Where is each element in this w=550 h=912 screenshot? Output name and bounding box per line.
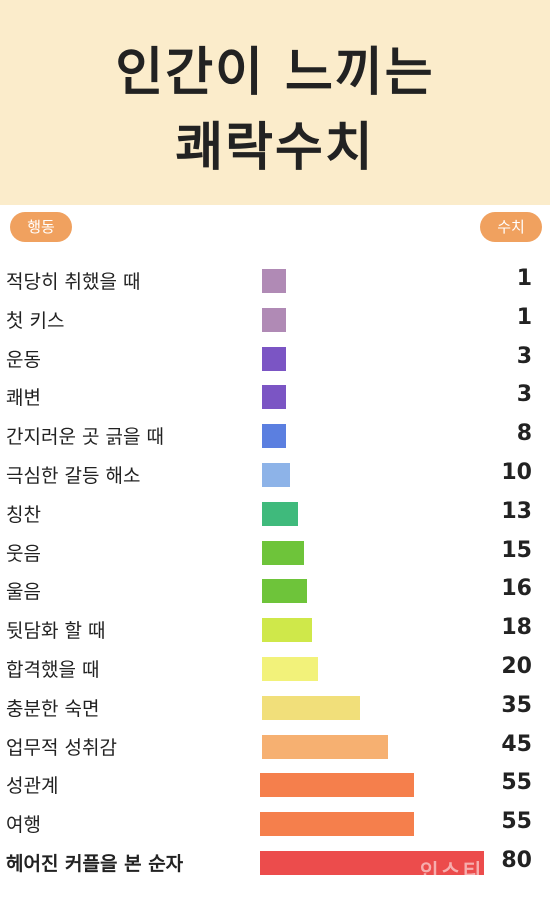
bar xyxy=(260,812,414,837)
category-label: 충분한 숙면 xyxy=(6,697,100,720)
column-header-value: 수치 xyxy=(480,212,542,242)
bar xyxy=(262,385,286,410)
category-label: 성관계 xyxy=(6,775,59,798)
value-label: 1 xyxy=(516,266,532,291)
category-label: 업무적 성취감 xyxy=(6,736,117,759)
bar xyxy=(262,501,299,526)
category-label: 운동 xyxy=(6,348,41,371)
bar xyxy=(262,695,360,720)
bar xyxy=(262,346,286,371)
bar xyxy=(262,424,286,449)
category-label: 웃음 xyxy=(6,542,41,565)
bar xyxy=(262,579,307,604)
watermark: 인스티 xyxy=(420,859,485,883)
bar xyxy=(260,851,484,875)
value-label: 18 xyxy=(501,615,532,641)
category-label: 여행 xyxy=(6,814,41,837)
category-label: 쾌변 xyxy=(6,387,41,410)
value-label: 80 xyxy=(501,848,532,873)
value-label: 8 xyxy=(516,421,532,447)
value-label: 45 xyxy=(501,731,532,757)
bar xyxy=(262,618,313,643)
category-label: 첫 키스 xyxy=(6,309,65,332)
column-header-action: 행동 xyxy=(10,212,72,242)
value-label: 20 xyxy=(501,654,532,679)
value-label: 1 xyxy=(516,304,532,330)
title-line-1: 인간이 느끼는 xyxy=(115,43,435,103)
bar xyxy=(262,657,318,681)
category-label: 뒷담화 할 때 xyxy=(6,620,106,643)
bar xyxy=(262,463,290,487)
title-line-2: 쾌락수치 xyxy=(175,118,375,178)
bar xyxy=(262,307,286,332)
bar xyxy=(262,734,388,759)
category-label: 울음 xyxy=(6,581,41,604)
value-label: 15 xyxy=(501,537,532,563)
value-label: 13 xyxy=(501,498,532,524)
category-label: 합격했을 때 xyxy=(6,659,100,681)
value-label: 10 xyxy=(501,460,532,485)
value-label: 3 xyxy=(516,343,532,369)
bar xyxy=(262,540,304,565)
value-label: 3 xyxy=(516,382,532,408)
value-label: 55 xyxy=(501,770,532,796)
bar xyxy=(262,269,286,293)
category-label: 간지러운 곳 긁을 때 xyxy=(6,426,164,449)
value-label: 55 xyxy=(501,809,532,835)
category-label: 극심한 갈등 해소 xyxy=(6,465,141,487)
bar xyxy=(260,773,414,798)
title-banner: 인간이 느끼는 쾌락수치 xyxy=(0,0,550,205)
category-label: 헤어진 커플을 본 순자 xyxy=(6,853,184,875)
value-label: 16 xyxy=(501,576,532,602)
category-label: 칭찬 xyxy=(6,503,41,526)
category-label: 적당히 취했을 때 xyxy=(6,271,141,293)
value-label: 35 xyxy=(501,692,532,718)
